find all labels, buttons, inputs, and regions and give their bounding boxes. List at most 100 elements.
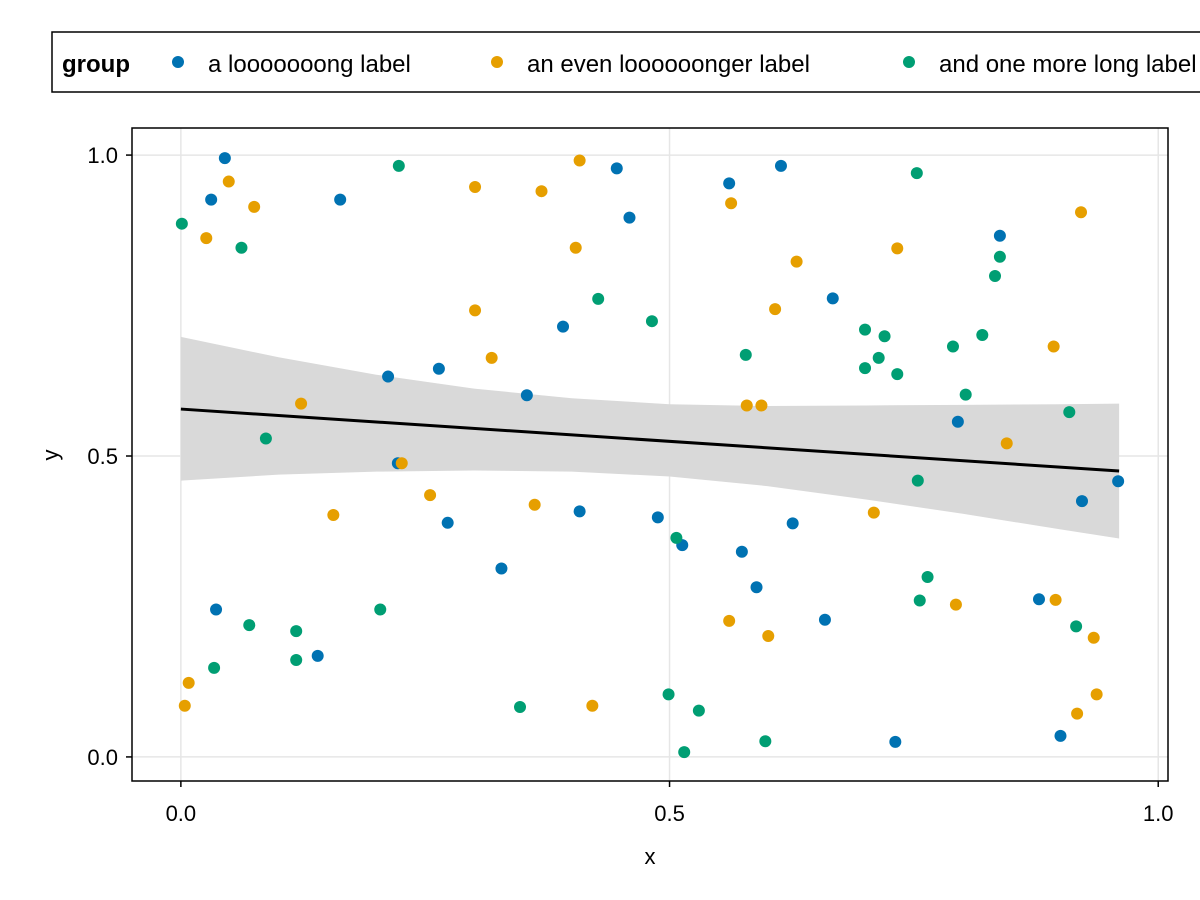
data-point (774, 159, 787, 172)
data-point (210, 603, 223, 616)
plot-area (131, 127, 1169, 782)
data-point (1075, 495, 1088, 508)
data-point (175, 217, 188, 230)
data-point (826, 292, 839, 305)
data-point (495, 562, 508, 575)
data-point (1032, 593, 1045, 606)
data-point (678, 746, 691, 759)
data-point (424, 489, 437, 502)
data-point (951, 415, 964, 428)
data-point (514, 700, 527, 713)
data-point (959, 388, 972, 401)
data-point (790, 255, 803, 268)
data-point (739, 348, 752, 361)
data-point (248, 200, 261, 213)
x-axis-label: x (645, 844, 656, 869)
data-point (1063, 406, 1076, 419)
y-tick-label: 0.0 (87, 745, 118, 770)
data-point (1047, 340, 1060, 353)
data-points (175, 152, 1125, 759)
data-point (1087, 631, 1100, 644)
x-tick-label: 0.0 (166, 801, 197, 826)
data-point (651, 511, 664, 524)
legend-title: group (62, 51, 130, 78)
legend-label: and one more long label (939, 51, 1197, 78)
x-axis: 0.0 0.5 1.0 (166, 781, 1174, 826)
data-point (946, 340, 959, 353)
data-point (392, 159, 405, 172)
data-point (610, 162, 623, 175)
data-point (573, 505, 586, 518)
data-point (910, 167, 923, 180)
data-point (592, 292, 605, 305)
data-point (259, 432, 272, 445)
plot-border (131, 127, 1169, 782)
data-point (1075, 206, 1088, 219)
data-point (623, 211, 636, 224)
data-point (769, 303, 782, 316)
data-point (976, 329, 989, 342)
data-point (1054, 729, 1067, 742)
data-point (1000, 437, 1013, 450)
legend-marker (903, 56, 915, 68)
data-point (723, 177, 736, 190)
data-point (557, 320, 570, 333)
data-point (891, 368, 904, 381)
legend: group a looooooong label an even loooooon… (51, 31, 1200, 93)
data-point (725, 197, 738, 210)
data-point (469, 180, 482, 193)
series-2-points (178, 154, 1103, 720)
data-point (218, 152, 231, 165)
data-point (382, 370, 395, 383)
data-point (395, 457, 408, 470)
confidence-band (180, 336, 1120, 539)
data-point (889, 735, 902, 748)
data-point (878, 330, 891, 343)
data-point (178, 699, 191, 712)
y-tick-label: 0.5 (87, 444, 118, 469)
data-point (662, 688, 675, 701)
data-point (290, 625, 303, 638)
data-point (290, 654, 303, 667)
data-point (208, 661, 221, 674)
data-point (222, 175, 235, 188)
data-point (872, 351, 885, 364)
data-point (645, 315, 658, 328)
legend-label: a looooooong label (208, 51, 411, 78)
data-point (205, 193, 218, 206)
data-point (692, 704, 705, 717)
y-axis-label: y (38, 450, 63, 461)
data-point (859, 323, 872, 336)
legend-entry: a looooooong label (172, 51, 411, 78)
x-tick-label: 1.0 (1143, 801, 1174, 826)
x-tick-label: 0.5 (654, 801, 685, 826)
data-point (520, 389, 533, 402)
data-point (235, 241, 248, 254)
data-point (334, 193, 347, 206)
legend-entry: and one more long label (903, 51, 1197, 78)
data-point (1071, 707, 1084, 720)
data-point (913, 594, 926, 607)
data-point (295, 397, 308, 410)
data-point (867, 506, 880, 519)
data-point (750, 581, 763, 594)
data-point (921, 570, 934, 583)
data-point (993, 229, 1006, 242)
data-point (569, 241, 582, 254)
data-point (1049, 593, 1062, 606)
data-point (891, 242, 904, 255)
data-point (735, 545, 748, 558)
data-point (949, 598, 962, 611)
data-point (432, 362, 445, 375)
legend-marker (491, 56, 503, 68)
data-point (573, 154, 586, 167)
series-3-points (175, 159, 1083, 759)
data-point (374, 603, 387, 616)
data-point (182, 676, 195, 689)
y-tick-label: 1.0 (87, 143, 118, 168)
y-axis: 0.0 0.5 1.0 (87, 143, 132, 770)
data-point (327, 508, 340, 521)
data-point (762, 629, 775, 642)
data-point (670, 531, 683, 544)
